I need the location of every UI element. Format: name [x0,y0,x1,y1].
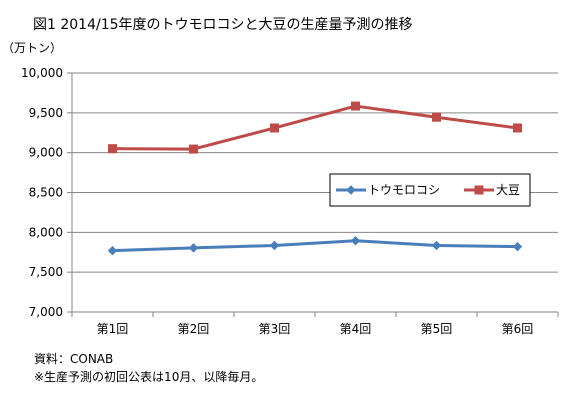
x-tick-label: 第5回 [421,322,453,336]
data-point [351,101,360,111]
legend: トウモロコシ 大豆 [329,173,531,207]
x-tick-label: 第6回 [502,322,534,336]
legend-label: トウモロコシ [368,183,440,197]
data-point [188,243,199,253]
y-tick-label: 7,000 [29,305,63,319]
x-tick-label: 第4回 [340,322,372,336]
axes [67,72,559,317]
data-point [107,245,118,256]
data-point [431,240,442,251]
data-point [189,144,198,154]
y-tick-label: 9,000 [29,146,63,160]
gridlines [72,72,558,273]
series-line [112,104,518,151]
series-line [112,239,518,253]
data-point [269,240,280,251]
legend-swatch-marker [474,185,484,195]
data-point [108,144,117,154]
x-tick-label: 第3回 [259,322,291,336]
y-tick-label: 7,500 [29,265,63,279]
x-tick-label: 第1回 [97,322,129,336]
data-point [432,112,441,122]
legend-label: 大豆 [496,183,520,197]
chart-title: 図1 2014/15年度のトウモロコシと大豆の生産量予測の推移 [33,17,413,33]
data-point [350,235,361,246]
x-axis-tick-labels: 第1回 第2回 第3回 第4回 第5回 第6回 [97,322,534,336]
y-tick-label: 8,500 [29,186,63,200]
data-point [512,241,523,252]
legend-swatch-marker [346,185,356,195]
data-point [513,123,522,133]
x-tick-label: 第2回 [178,322,210,336]
series-1 [107,235,523,256]
y-tick-label: 10,000 [21,66,63,80]
y-tick-label: 8,000 [29,225,63,239]
y-axis-unit-label: （万トン） [2,41,62,55]
y-axis-tick-labels: 7,000 7,500 8,000 8,500 9,000 9,500 10,000 [21,66,63,319]
source-note: 資料：CONAB [34,352,114,366]
remark-note: ※生産予測の初回公表は10月、以降毎月。 [34,370,264,384]
data-point [270,123,279,133]
y-tick-label: 9,500 [29,106,63,120]
series-group [107,101,523,256]
series-2 [108,101,522,154]
